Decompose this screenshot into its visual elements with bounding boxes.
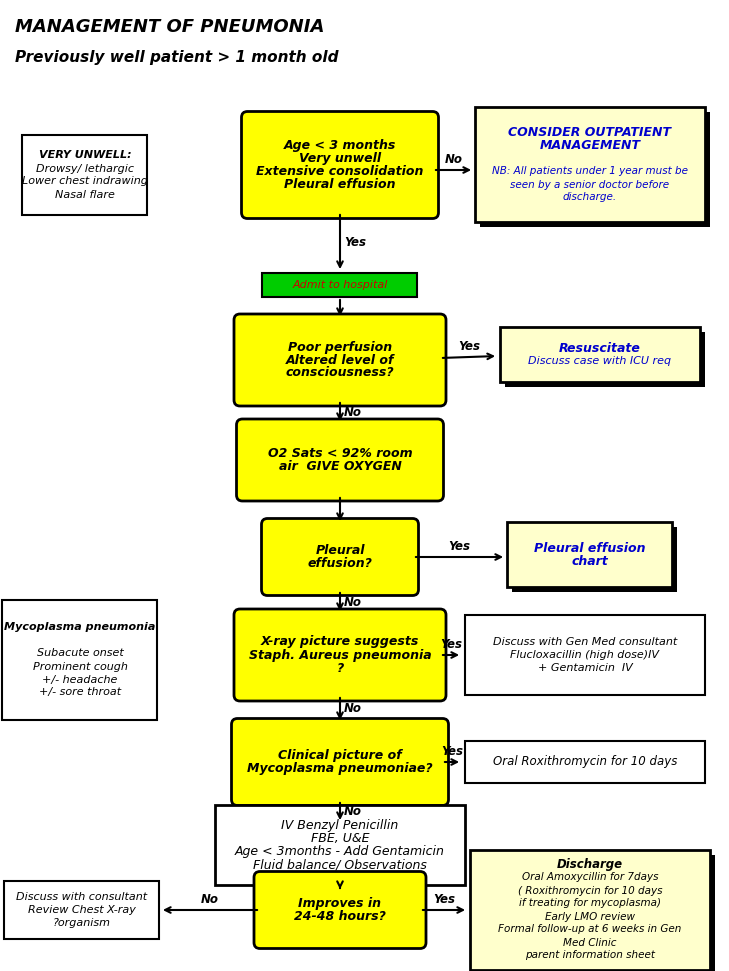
FancyBboxPatch shape	[507, 522, 672, 587]
Text: Pleural effusion: Pleural effusion	[284, 178, 396, 191]
Text: Mycoplasma pneumoniae?: Mycoplasma pneumoniae?	[247, 762, 433, 775]
Text: No: No	[445, 153, 462, 166]
Text: + Gentamicin  IV: + Gentamicin IV	[537, 663, 632, 673]
Text: Discuss with consultant: Discuss with consultant	[17, 892, 147, 902]
Text: if treating for mycoplasma): if treating for mycoplasma)	[519, 898, 661, 909]
Text: Previously well patient > 1 month old: Previously well patient > 1 month old	[15, 50, 338, 65]
FancyBboxPatch shape	[215, 805, 465, 885]
FancyBboxPatch shape	[465, 741, 705, 783]
Text: Oral Amoxycillin for 7days: Oral Amoxycillin for 7days	[522, 873, 658, 883]
FancyBboxPatch shape	[500, 327, 700, 383]
FancyBboxPatch shape	[480, 113, 710, 227]
Text: VERY UNWELL:: VERY UNWELL:	[39, 151, 131, 160]
Text: Improves in: Improves in	[298, 897, 381, 910]
Text: Poor perfusion: Poor perfusion	[288, 341, 392, 353]
FancyBboxPatch shape	[234, 609, 446, 701]
Text: Subacute onset: Subacute onset	[36, 649, 123, 658]
Text: Med Clinic: Med Clinic	[564, 937, 617, 948]
Text: No: No	[344, 406, 362, 419]
Text: Nasal flare: Nasal flare	[55, 189, 115, 199]
Text: Yes: Yes	[448, 540, 470, 553]
Text: Admit to hospital: Admit to hospital	[292, 280, 388, 290]
Text: Fluid balance/ Observations: Fluid balance/ Observations	[253, 858, 427, 871]
Text: consciousness?: consciousness?	[286, 366, 394, 380]
Text: Age < 3 months: Age < 3 months	[284, 139, 396, 152]
FancyBboxPatch shape	[512, 527, 677, 592]
Text: Discharge: Discharge	[557, 858, 623, 871]
FancyBboxPatch shape	[262, 273, 418, 297]
Text: Age < 3months - Add Gentamicin: Age < 3months - Add Gentamicin	[235, 845, 445, 858]
FancyBboxPatch shape	[254, 872, 426, 949]
Text: No: No	[344, 702, 362, 716]
FancyBboxPatch shape	[505, 332, 705, 387]
Text: Discuss with Gen Med consultant: Discuss with Gen Med consultant	[493, 637, 677, 647]
Text: ( Roxithromycin for 10 days: ( Roxithromycin for 10 days	[518, 886, 662, 895]
FancyBboxPatch shape	[262, 519, 418, 595]
Text: Yes: Yes	[344, 236, 366, 249]
FancyBboxPatch shape	[4, 881, 160, 939]
Text: Early LMO review: Early LMO review	[545, 912, 635, 921]
FancyBboxPatch shape	[2, 600, 157, 720]
Text: air  GIVE OXYGEN: air GIVE OXYGEN	[278, 460, 402, 473]
Text: discharge.: discharge.	[563, 192, 617, 203]
Text: Resuscitate: Resuscitate	[559, 342, 641, 355]
Text: O2 Sats < 92% room: O2 Sats < 92% room	[268, 447, 413, 460]
Text: Clinical picture of: Clinical picture of	[278, 749, 402, 762]
Text: +/- headache: +/- headache	[42, 675, 117, 685]
Text: Flucloxacillin (high dose)IV: Flucloxacillin (high dose)IV	[510, 650, 660, 660]
FancyBboxPatch shape	[475, 855, 715, 971]
Text: X-ray picture suggests: X-ray picture suggests	[261, 635, 419, 649]
Text: +/- sore throat: +/- sore throat	[39, 687, 121, 697]
Text: parent information sheet: parent information sheet	[525, 951, 655, 960]
Text: Altered level of: Altered level of	[286, 353, 394, 366]
Text: chart: chart	[572, 555, 609, 568]
FancyBboxPatch shape	[234, 314, 446, 406]
Text: Yes: Yes	[440, 638, 462, 651]
FancyBboxPatch shape	[465, 615, 705, 695]
Text: Very unwell: Very unwell	[299, 152, 381, 165]
Text: MANAGEMENT: MANAGEMENT	[539, 139, 641, 152]
Text: Yes: Yes	[458, 340, 480, 353]
Text: No: No	[344, 805, 362, 818]
Text: effusion?: effusion?	[308, 557, 373, 570]
Text: NB: All patients under 1 year must be: NB: All patients under 1 year must be	[492, 166, 688, 177]
Text: FBE, U&E: FBE, U&E	[311, 832, 370, 845]
Text: Extensive consolidation: Extensive consolidation	[257, 165, 424, 178]
Text: No: No	[201, 893, 219, 906]
Text: Prominent cough: Prominent cough	[33, 661, 128, 672]
Text: Yes: Yes	[433, 893, 455, 906]
Text: Lower chest indrawing: Lower chest indrawing	[22, 177, 148, 186]
Text: Drowsy/ lethargic: Drowsy/ lethargic	[36, 163, 134, 174]
Text: Formal follow-up at 6 weeks in Gen: Formal follow-up at 6 weeks in Gen	[499, 924, 682, 934]
Text: No: No	[344, 595, 362, 609]
Text: Yes: Yes	[441, 745, 463, 758]
Text: seen by a senior doctor before: seen by a senior doctor before	[510, 180, 669, 189]
Text: Pleural: Pleural	[315, 544, 364, 557]
Text: Pleural effusion: Pleural effusion	[534, 542, 646, 555]
Text: IV Benzyl Penicillin: IV Benzyl Penicillin	[281, 819, 399, 832]
Text: Oral Roxithromycin for 10 days: Oral Roxithromycin for 10 days	[493, 755, 677, 768]
Text: MANAGEMENT OF PNEUMONIA: MANAGEMENT OF PNEUMONIA	[15, 18, 324, 36]
FancyBboxPatch shape	[23, 135, 147, 215]
FancyBboxPatch shape	[470, 850, 710, 970]
Text: Discuss case with ICU req: Discuss case with ICU req	[529, 356, 671, 366]
Text: ?: ?	[336, 661, 343, 675]
Text: ?organism: ?organism	[53, 918, 111, 928]
FancyBboxPatch shape	[475, 108, 705, 222]
FancyBboxPatch shape	[232, 719, 448, 806]
FancyBboxPatch shape	[241, 112, 439, 218]
Text: Staph. Aureus pneumonia: Staph. Aureus pneumonia	[249, 649, 432, 661]
Text: 24-48 hours?: 24-48 hours?	[294, 910, 386, 923]
Text: CONSIDER OUTPATIENT: CONSIDER OUTPATIENT	[509, 126, 671, 139]
Text: Mycoplasma pneumonia: Mycoplasma pneumonia	[4, 622, 156, 632]
FancyBboxPatch shape	[236, 419, 443, 501]
Text: Review Chest X-ray: Review Chest X-ray	[28, 905, 136, 915]
